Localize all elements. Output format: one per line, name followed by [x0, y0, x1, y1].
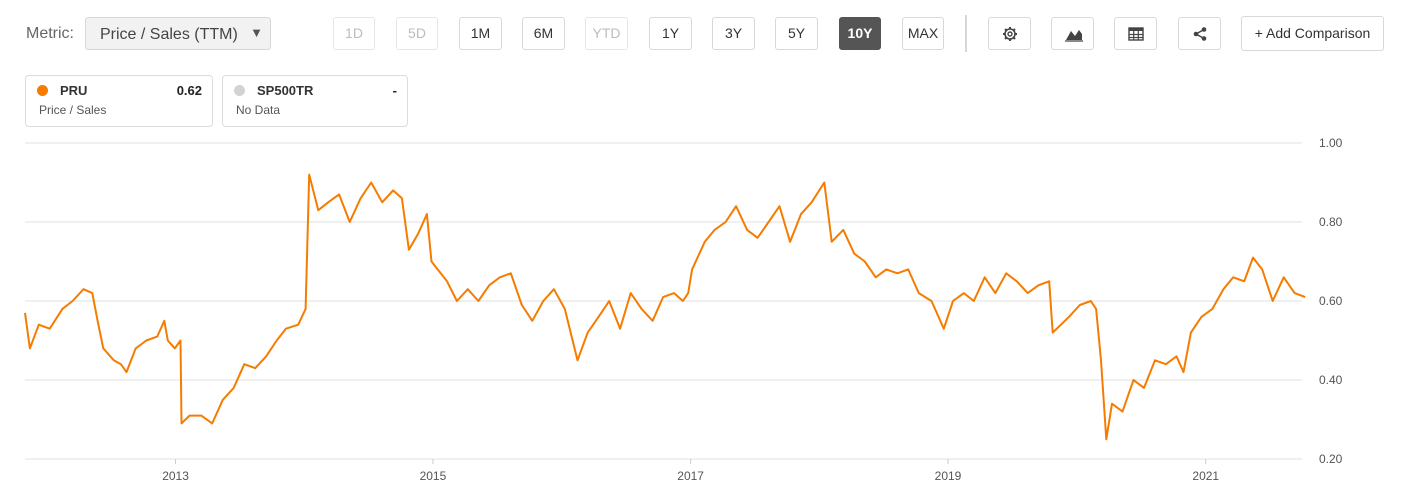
- legend-value: -: [392, 83, 397, 98]
- settings-button[interactable]: [988, 17, 1031, 50]
- chart-toolbar: Metric: Price / Sales (TTM) ▼ 1D 5D 1M 6…: [0, 0, 1404, 66]
- legend-value: 0.62: [176, 83, 202, 98]
- legend-card-sp500tr[interactable]: SP500TR - No Data: [222, 75, 408, 127]
- y-axis: 1.00 0.80 0.60 0.40 0.20: [1319, 136, 1343, 466]
- series-color-dot: [234, 85, 245, 96]
- range-1m-button[interactable]: 1M: [459, 17, 502, 50]
- range-1y-button[interactable]: 1Y: [649, 17, 692, 50]
- x-tick-label: 2019: [935, 469, 962, 483]
- area-chart-icon: [1065, 30, 1083, 42]
- x-tick-label: 2013: [162, 469, 189, 483]
- chart-type-button[interactable]: [1051, 17, 1094, 50]
- x-tick-label: 2015: [420, 469, 447, 483]
- chevron-down-icon: ▼: [250, 25, 263, 40]
- range-3y-button[interactable]: 3Y: [712, 17, 755, 50]
- y-tick-label: 0.20: [1319, 452, 1343, 466]
- series-color-dot: [37, 85, 48, 96]
- metric-dropdown[interactable]: Price / Sales (TTM) ▼: [85, 17, 271, 50]
- range-6m-button[interactable]: 6M: [522, 17, 565, 50]
- range-5d-button[interactable]: 5D: [396, 17, 438, 50]
- range-ytd-button[interactable]: YTD: [585, 17, 628, 50]
- add-comparison-button[interactable]: + Add Comparison: [1241, 16, 1384, 51]
- y-tick-label: 0.60: [1319, 294, 1343, 308]
- share-icon: [1193, 27, 1207, 41]
- x-tick-label: 2021: [1192, 469, 1219, 483]
- range-5y-button[interactable]: 5Y: [775, 17, 818, 50]
- price-sales-line-chart[interactable]: 1.00 0.80 0.60 0.40 0.20 2013 2015 2017 2019 202…: [0, 130, 1404, 502]
- y-tick-label: 1.00: [1319, 136, 1343, 150]
- range-10y-button[interactable]: 10Y: [839, 17, 881, 50]
- legend-card-pru[interactable]: PRU 0.62 Price / Sales: [25, 75, 213, 127]
- share-button[interactable]: [1178, 17, 1221, 50]
- metric-dropdown-value: Price / Sales (TTM): [100, 26, 238, 43]
- y-tick-label: 0.40: [1319, 373, 1343, 387]
- range-1d-button[interactable]: 1D: [333, 17, 375, 50]
- gear-icon: [1003, 27, 1017, 41]
- x-axis: 2013 2015 2017 2019 2021: [162, 459, 1219, 483]
- series-line-pru[interactable]: [24, 173, 1306, 441]
- table-icon: [1128, 27, 1144, 41]
- chart-series: [24, 173, 1306, 441]
- y-tick-label: 0.80: [1319, 215, 1343, 229]
- range-max-button[interactable]: MAX: [902, 17, 944, 50]
- legend-symbol: SP500TR: [257, 83, 314, 98]
- metric-label: Metric:: [26, 25, 74, 42]
- x-tick-label: 2017: [677, 469, 704, 483]
- legend-subtitle: Price / Sales: [39, 103, 107, 117]
- legend-subtitle: No Data: [236, 103, 281, 117]
- table-view-button[interactable]: [1114, 17, 1157, 50]
- toolbar-divider: [965, 15, 967, 52]
- legend-symbol: PRU: [60, 83, 88, 98]
